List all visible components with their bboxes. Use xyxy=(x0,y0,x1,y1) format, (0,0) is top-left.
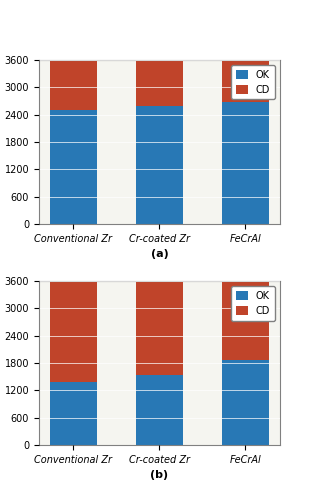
Bar xyxy=(50,382,97,445)
Legend: OK, CD: OK, CD xyxy=(231,65,275,100)
Bar xyxy=(136,376,183,445)
Bar xyxy=(50,110,97,224)
Bar xyxy=(222,281,269,360)
Bar xyxy=(136,106,183,224)
Bar xyxy=(222,102,269,224)
Bar xyxy=(136,60,183,106)
Bar xyxy=(50,281,97,382)
X-axis label: (a): (a) xyxy=(151,249,168,259)
Bar xyxy=(50,60,97,110)
Bar xyxy=(222,360,269,445)
Bar xyxy=(222,60,269,102)
X-axis label: (b): (b) xyxy=(150,470,169,480)
Legend: OK, CD: OK, CD xyxy=(231,286,275,320)
Bar xyxy=(136,281,183,376)
